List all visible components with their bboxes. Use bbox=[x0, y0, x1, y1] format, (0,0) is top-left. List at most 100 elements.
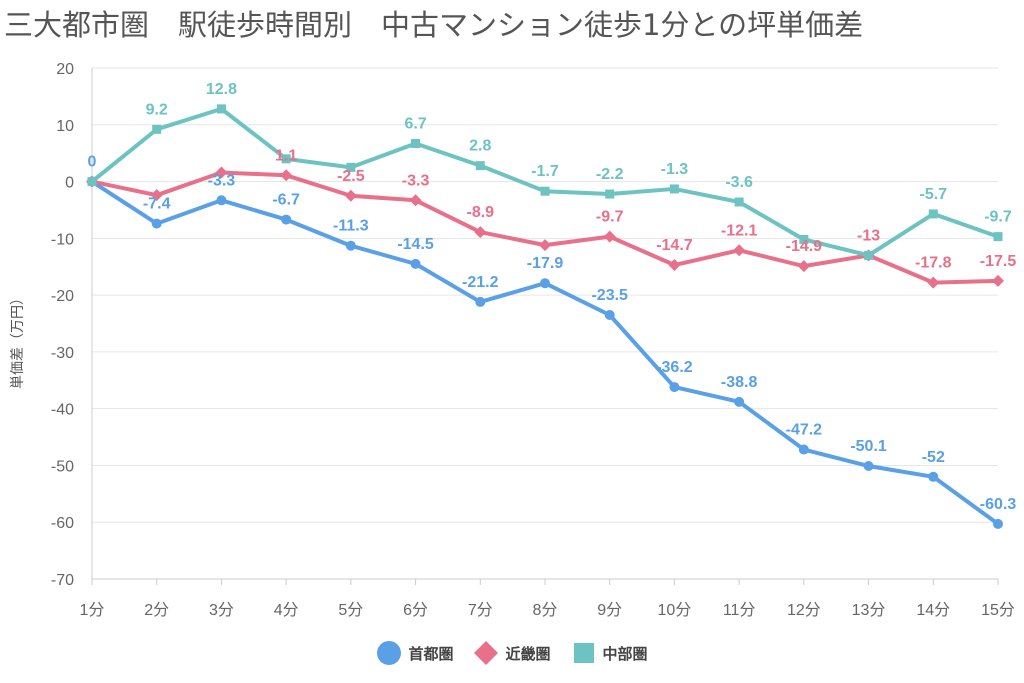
legend-marker-icon bbox=[377, 641, 402, 665]
x-tick-label: 13分 bbox=[852, 601, 886, 619]
legend: 首都圏 近畿圏 中部圏 bbox=[0, 640, 1024, 666]
data-label: -9.7 bbox=[984, 209, 1012, 226]
chart-title: 三大都市圏 駅徒歩時間別 中古マンション徒歩1分との坪単価差 bbox=[4, 8, 864, 42]
data-point bbox=[928, 209, 938, 219]
legend-marker-icon bbox=[573, 643, 594, 663]
data-label: -14.9 bbox=[786, 238, 823, 255]
x-tick-label: 8分 bbox=[533, 601, 558, 619]
data-point bbox=[669, 184, 679, 194]
data-point bbox=[993, 232, 1003, 242]
data-label: -14.7 bbox=[656, 237, 693, 254]
data-point bbox=[474, 226, 487, 239]
data-point bbox=[603, 230, 616, 243]
data-point bbox=[151, 218, 162, 229]
data-label: 2.8 bbox=[469, 138, 491, 155]
data-point bbox=[346, 162, 356, 172]
data-label: 0 bbox=[88, 154, 97, 171]
data-point bbox=[215, 166, 228, 179]
data-point bbox=[993, 518, 1003, 529]
x-axis-ticks: 1分 2分 3分 4分 5分 6分 7分 8分 9分 10分 11分 12分 13分 14分 15分 bbox=[80, 579, 1015, 619]
legend-item[interactable]: 中部圏 bbox=[571, 640, 648, 666]
data-label: -6.7 bbox=[272, 192, 300, 209]
data-point bbox=[216, 195, 227, 206]
data-label: -5.7 bbox=[919, 186, 947, 203]
data-label: -13 bbox=[857, 227, 880, 244]
data-label: 12.8 bbox=[206, 81, 237, 98]
data-point bbox=[409, 194, 422, 207]
y-axis-ticks: 20 10 0 -10 -20 -30 -40 -50 -60 -70 bbox=[51, 61, 74, 589]
data-point bbox=[734, 197, 744, 207]
x-tick-label: 4分 bbox=[274, 601, 299, 619]
data-label: -1.7 bbox=[531, 163, 559, 180]
legend-item[interactable]: 首都圏 bbox=[376, 640, 453, 666]
x-tick-label: 15分 bbox=[981, 601, 1015, 619]
y-tick-label: -20 bbox=[51, 288, 74, 305]
data-label: -47.2 bbox=[786, 422, 823, 439]
data-point bbox=[863, 461, 874, 472]
y-tick-label: -60 bbox=[51, 515, 74, 532]
data-label: -17.9 bbox=[527, 255, 564, 272]
data-point bbox=[799, 234, 809, 244]
data-label: -1.3 bbox=[661, 161, 689, 178]
grid-lines bbox=[91, 67, 998, 580]
data-point bbox=[668, 259, 681, 272]
y-tick-label: -40 bbox=[51, 402, 74, 419]
data-point bbox=[152, 124, 162, 134]
y-axis-label: 単価差（万円） bbox=[10, 291, 26, 389]
data-label: -3.3 bbox=[402, 172, 430, 189]
data-label: 6.7 bbox=[404, 116, 426, 133]
data-point bbox=[604, 309, 615, 320]
data-point bbox=[864, 250, 874, 260]
x-tick-label: 2分 bbox=[144, 601, 169, 619]
data-point bbox=[605, 189, 615, 199]
data-label: -14.5 bbox=[397, 236, 434, 253]
data-label: -17.5 bbox=[980, 253, 1017, 270]
y-tick-label: 20 bbox=[56, 61, 74, 78]
data-point bbox=[281, 154, 291, 164]
y-tick-label: 0 bbox=[65, 175, 74, 192]
data-label: -12.1 bbox=[721, 222, 758, 239]
data-label: -2.5 bbox=[337, 168, 365, 185]
data-point bbox=[734, 396, 745, 407]
x-tick-label: 7分 bbox=[468, 601, 493, 619]
y-tick-label: 10 bbox=[56, 118, 74, 135]
data-point bbox=[540, 186, 550, 196]
data-label: -11.3 bbox=[333, 218, 369, 235]
y-tick-label: -30 bbox=[51, 345, 74, 362]
data-label: -9.7 bbox=[596, 209, 624, 226]
x-tick-label: 3分 bbox=[209, 601, 234, 619]
data-label: -38.8 bbox=[721, 374, 758, 391]
data-label: -52 bbox=[922, 449, 945, 466]
data-point bbox=[928, 471, 939, 482]
data-labels: 0 -7.4 -3.3 -6.7 -11.3 -14.5 -21.2 -17.9 -23.5 -3… bbox=[88, 81, 1017, 513]
data-point bbox=[797, 260, 810, 273]
x-tick-label: 6分 bbox=[403, 601, 428, 619]
data-point bbox=[733, 244, 746, 257]
x-tick-label: 5分 bbox=[338, 601, 363, 619]
legend-label: 近畿圏 bbox=[505, 644, 551, 663]
data-point bbox=[410, 258, 421, 269]
data-label: -50.1 bbox=[850, 438, 887, 455]
data-point bbox=[539, 239, 551, 252]
data-label: 1.1 bbox=[275, 147, 297, 164]
data-point bbox=[798, 444, 809, 455]
data-label: -23.5 bbox=[591, 287, 628, 304]
x-tick-label: 1分 bbox=[80, 601, 105, 619]
data-point bbox=[992, 274, 1004, 287]
data-point bbox=[280, 169, 293, 182]
data-point bbox=[475, 296, 486, 307]
x-tick-label: 11分 bbox=[723, 601, 756, 619]
y-tick-label: -70 bbox=[51, 572, 74, 589]
data-label: -21.2 bbox=[462, 274, 499, 291]
y-tick-label: -10 bbox=[51, 231, 74, 248]
data-point bbox=[344, 189, 357, 202]
legend-label: 首都圏 bbox=[408, 644, 454, 663]
data-point bbox=[669, 382, 680, 393]
data-label: -60.3 bbox=[980, 496, 1017, 513]
y-tick-label: -50 bbox=[51, 458, 74, 475]
data-point bbox=[475, 161, 485, 171]
data-point bbox=[927, 276, 940, 289]
legend-item[interactable]: 近畿圏 bbox=[473, 640, 551, 666]
data-point bbox=[345, 240, 356, 251]
